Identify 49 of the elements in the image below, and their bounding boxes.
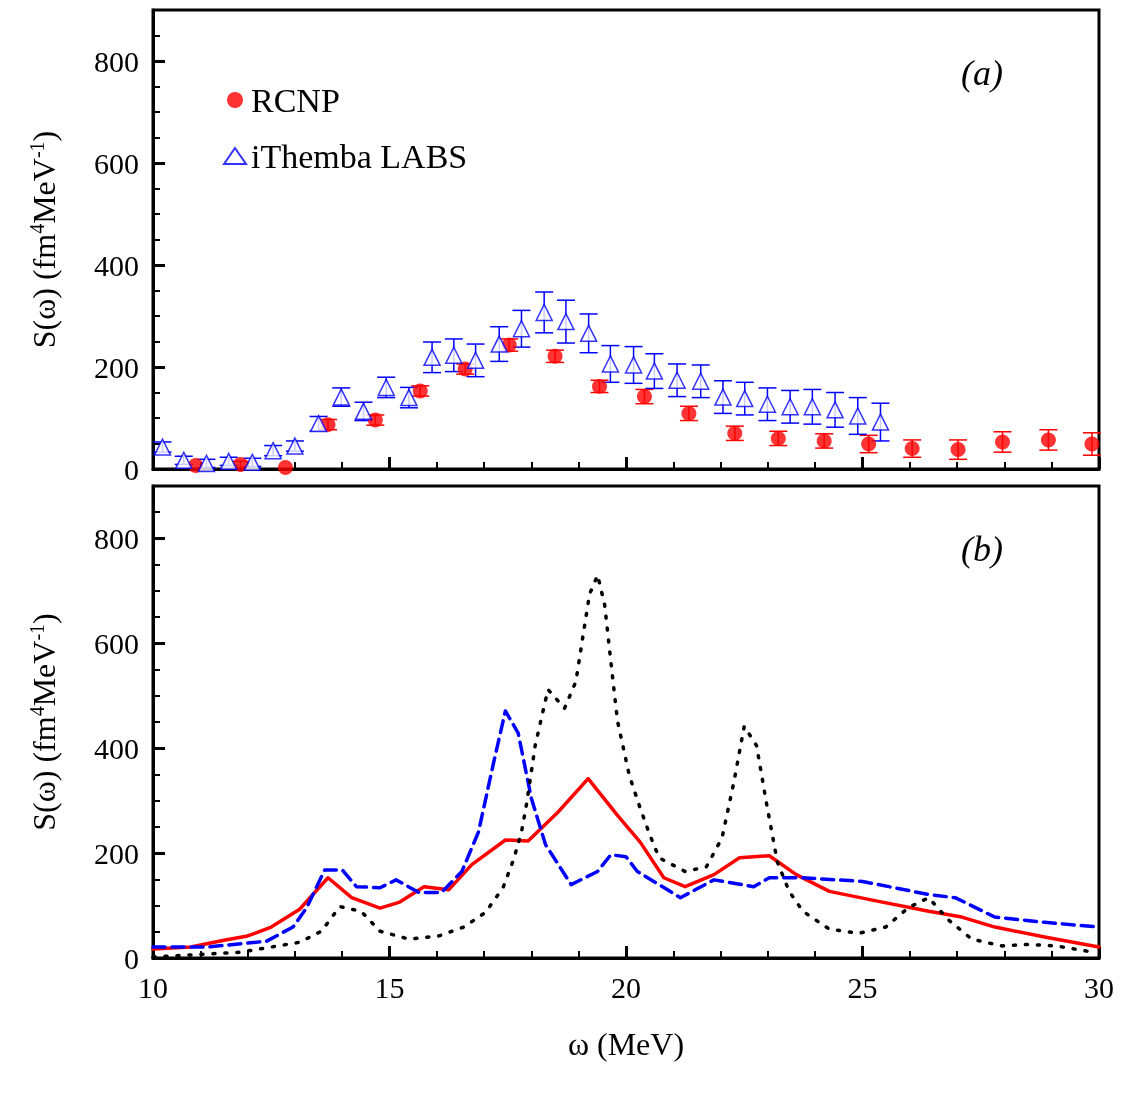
point xyxy=(535,303,553,322)
point xyxy=(557,312,575,331)
y-tick-label: 800 xyxy=(94,44,139,78)
x-tick-label: 30 xyxy=(1084,970,1114,1004)
point xyxy=(579,324,598,343)
y-tick-label: 0 xyxy=(124,941,139,975)
y-tick-label: 400 xyxy=(94,731,139,765)
y-axis-title: S(ω) (fm4MeV-1) xyxy=(26,130,62,349)
point xyxy=(871,413,890,431)
point xyxy=(490,335,508,353)
point xyxy=(826,401,844,419)
legend-label: iThemba LABS xyxy=(251,137,468,175)
point xyxy=(601,355,620,373)
point xyxy=(781,398,799,416)
point xyxy=(714,388,732,406)
point xyxy=(735,389,754,408)
annotation: (b) xyxy=(961,529,1004,569)
y-tick-label: 600 xyxy=(94,626,139,660)
x-tick-label: 20 xyxy=(611,970,641,1004)
point xyxy=(645,362,664,380)
y-tick-label: 400 xyxy=(94,248,139,282)
point xyxy=(803,398,822,416)
point xyxy=(512,320,531,338)
point xyxy=(197,454,216,473)
point xyxy=(277,459,293,475)
x-tick-label: 25 xyxy=(847,970,878,1004)
y-tick-label: 0 xyxy=(124,452,139,486)
x-axis-title: ω (MeV) xyxy=(567,1026,685,1062)
point xyxy=(445,346,463,365)
y-tick-label: 800 xyxy=(94,521,139,555)
point xyxy=(243,453,262,472)
legend-label: RCNP xyxy=(251,81,340,119)
y-tick-label: 600 xyxy=(94,146,139,180)
point xyxy=(174,451,193,470)
point xyxy=(691,372,710,391)
y-tick-label: 200 xyxy=(94,836,139,870)
point xyxy=(466,351,485,370)
point xyxy=(219,452,238,471)
annotation: (a) xyxy=(961,53,1004,93)
point xyxy=(758,395,777,413)
y-tick-label: 200 xyxy=(94,350,139,384)
point xyxy=(668,371,686,390)
line-series xyxy=(151,776,1101,951)
point xyxy=(849,407,867,425)
point xyxy=(624,356,643,374)
x-tick-label: 10 xyxy=(138,970,168,1004)
x-tick-label: 15 xyxy=(374,970,405,1004)
point xyxy=(423,348,441,367)
y-axis-title: S(ω) (fm4MeV-1) xyxy=(26,613,62,831)
